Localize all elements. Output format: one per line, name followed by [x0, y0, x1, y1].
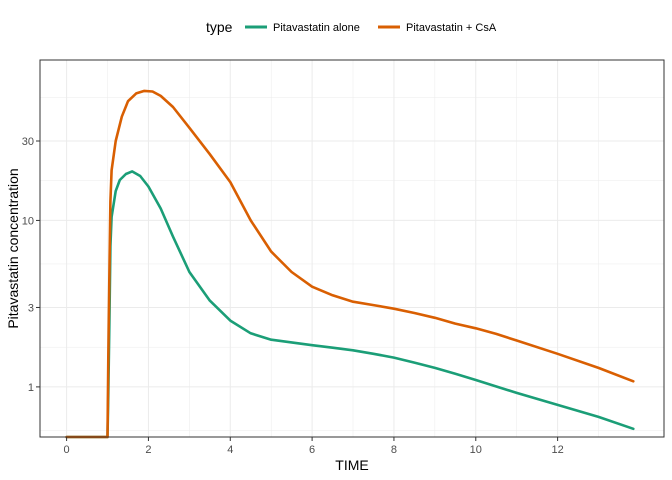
legend-label-pitavastatin-csa: Pitavastatin + CsA: [406, 22, 497, 34]
series-line-pitavastatin-alone: [65, 170, 635, 439]
series-lines: [65, 89, 635, 439]
plot-panel: [40, 60, 664, 437]
x-tick-label: 6: [309, 444, 315, 456]
y-tick-label: 1: [28, 382, 34, 394]
x-axis-title: TIME: [335, 457, 368, 473]
y-axis: 1 3 10 30: [22, 136, 40, 394]
grid-major: [40, 60, 664, 437]
x-tick-label: 0: [64, 444, 70, 456]
y-axis-title: Pitavastatin concentration: [5, 168, 21, 328]
y-tick-label: 3: [28, 302, 34, 314]
x-tick-label: 10: [470, 444, 482, 456]
x-tick-label: 4: [227, 444, 233, 456]
legend-title: type: [206, 19, 233, 35]
plot-border: [39, 59, 665, 438]
x-tick-label: 2: [145, 444, 151, 456]
x-tick-label: 8: [391, 444, 397, 456]
y-tick-label: 10: [22, 215, 34, 227]
y-tick-label: 30: [22, 136, 34, 148]
x-axis: 0 2 4 6 8 10 12: [64, 437, 564, 456]
x-tick-label: 12: [551, 444, 563, 456]
legend: type Pitavastatin alone Pitavastatin + C…: [206, 19, 497, 35]
legend-label-pitavastatin-alone: Pitavastatin alone: [273, 22, 360, 34]
grid-minor: [40, 60, 664, 437]
series-line-pitavastatin-csa: [65, 89, 635, 439]
